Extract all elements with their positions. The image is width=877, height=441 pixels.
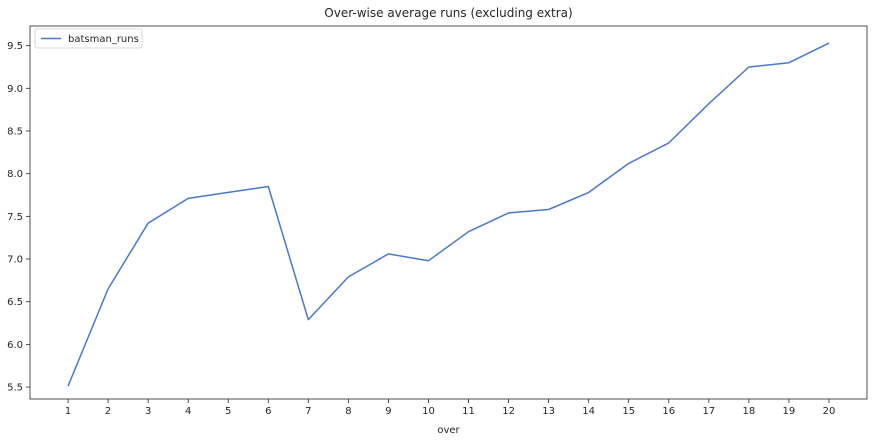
x-tick-label: 10 [422, 406, 435, 417]
legend-box [34, 28, 143, 49]
x-tick-label: 8 [345, 406, 351, 417]
series-line-batsman-runs [67, 42, 830, 387]
y-tick-label: 6.0 [7, 340, 23, 351]
x-tick-label: 18 [742, 406, 755, 417]
y-tick-label: 8.5 [7, 126, 23, 137]
plot-frame [29, 25, 868, 400]
series [67, 42, 830, 387]
x-tick-label: 12 [502, 406, 515, 417]
x-tick-label: 1 [65, 406, 71, 417]
x-tick-label: 17 [702, 406, 715, 417]
y-tick-label: 7.5 [7, 212, 23, 223]
x-tick-label: 9 [385, 406, 391, 417]
legend: batsman_runs [34, 28, 143, 49]
legend-entry-batsman-runs: batsman_runs [68, 34, 139, 45]
y-tick-label: 8.0 [7, 169, 23, 180]
x-tick-label: 2 [105, 406, 111, 417]
x-tick-label: 11 [462, 406, 475, 417]
x-tick-label: 4 [185, 406, 191, 417]
x-tick-label: 13 [542, 406, 555, 417]
x-tick-label: 16 [662, 406, 675, 417]
y-tick-label: 5.5 [7, 383, 23, 394]
y-tick-label: 9.0 [7, 84, 23, 95]
x-tick-label: 20 [823, 406, 836, 417]
x-tick-label: 14 [582, 406, 595, 417]
x-axis: 1 2 3 4 5 6 7 8 9 10 11 12 13 14 15 16 17 18 19 20 [65, 399, 835, 417]
x-tick-label: 19 [783, 406, 796, 417]
x-axis-label: over [437, 425, 460, 436]
y-axis: 5.5 6.0 6.5 7.0 7.5 8.0 8.5 9.0 9.5 [7, 41, 30, 394]
y-tick-label: 9.5 [7, 41, 23, 52]
x-tick-label: 15 [622, 406, 635, 417]
y-tick-label: 7.0 [7, 255, 23, 266]
chart-title: Over-wise average runs (excluding extra) [324, 6, 572, 20]
x-tick-label: 7 [305, 406, 311, 417]
x-tick-label: 6 [265, 406, 271, 417]
x-tick-label: 5 [225, 406, 231, 417]
y-tick-label: 6.5 [7, 297, 23, 308]
x-tick-label: 3 [145, 406, 151, 417]
